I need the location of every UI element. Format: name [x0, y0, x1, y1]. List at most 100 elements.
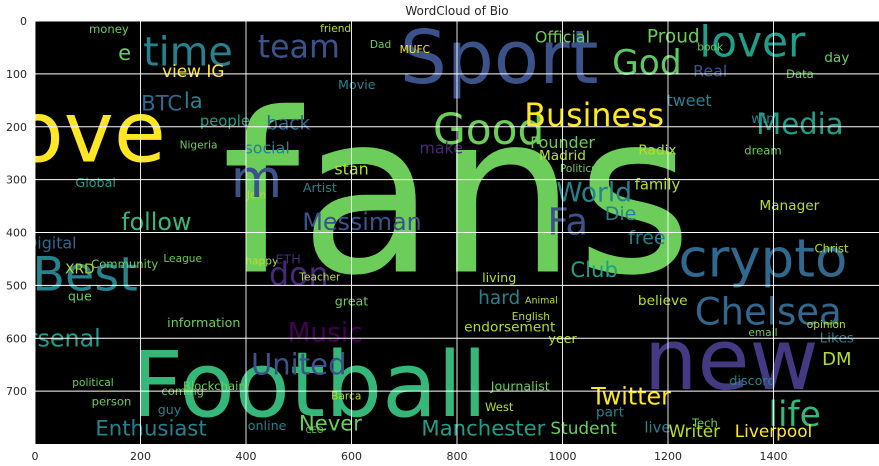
word-14: life: [768, 395, 820, 435]
word-77: online: [248, 418, 287, 433]
word-76: person: [92, 395, 132, 409]
word-57: tweet: [667, 91, 712, 110]
word-78: part: [596, 404, 625, 420]
y-tick-label-0: 0: [20, 15, 27, 28]
word-15: Media: [756, 107, 843, 141]
word-90: League: [163, 253, 202, 265]
word-100: e: [118, 40, 131, 65]
word-27: follow: [121, 208, 191, 236]
x-tick-label-0: 0: [32, 450, 39, 463]
word-62: Real: [693, 62, 727, 81]
x-tick-label-1: 200: [130, 450, 151, 463]
word-72: Movie: [338, 77, 376, 92]
word-37: social: [244, 138, 289, 157]
word-81: Teacher: [298, 271, 341, 283]
word-74: guy: [158, 402, 182, 417]
word-55: free: [628, 227, 665, 249]
word-56: believe: [638, 293, 688, 309]
word-103: Animal: [525, 296, 558, 307]
word-4: love: [0, 83, 166, 182]
word-67: Politics: [560, 163, 597, 175]
word-92: Barca: [331, 390, 361, 402]
word-5: crypto: [679, 228, 848, 289]
word-49: que: [68, 288, 92, 303]
word-46: Global: [75, 175, 115, 190]
word-21: Manchester: [421, 416, 545, 441]
word-69: friend: [320, 23, 351, 35]
word-41: hard: [478, 288, 520, 309]
word-98: Fa: [547, 200, 588, 243]
word-6: Best: [32, 247, 137, 302]
word-61: win: [751, 111, 775, 127]
word-2: Sport: [400, 15, 599, 101]
word-1: Football: [131, 334, 487, 438]
y-tick-label-3: 300: [6, 174, 27, 187]
word-96: book: [697, 41, 724, 53]
word-97: la: [184, 88, 203, 113]
y-tick-label-2: 200: [6, 121, 27, 134]
word-51: Blockchain: [183, 379, 246, 393]
word-12: God: [612, 43, 682, 83]
word-25: Writer: [669, 421, 721, 441]
word-19: United: [251, 348, 347, 382]
word-101: ETH: [276, 251, 301, 266]
x-tick-label-2: 400: [236, 450, 257, 463]
word-7: lover: [699, 18, 806, 67]
x-tick-label-7: 1400: [760, 450, 788, 463]
chart-title: WordCloud of Bio: [405, 4, 508, 18]
word-59: DM: [822, 349, 851, 370]
x-tick-label-3: 600: [341, 450, 362, 463]
word-17: Messiman: [302, 208, 421, 236]
word-16: World: [556, 177, 632, 208]
word-50: information: [167, 315, 240, 330]
word-63: Radix: [638, 143, 676, 159]
word-13: Chelsea: [695, 290, 842, 333]
word-64: Artist: [303, 180, 337, 195]
word-54: Club: [570, 257, 618, 282]
y-tick-label-1: 100: [6, 68, 27, 81]
word-79: live: [644, 420, 670, 437]
word-82: discord: [729, 373, 775, 388]
word-84: Christ: [815, 241, 849, 255]
y-axis-ticks: 0 100 200 300 400 500 600 700: [6, 15, 27, 398]
word-93: CEO: [306, 426, 324, 436]
word-48: XRD: [65, 262, 94, 278]
word-88: dream: [744, 144, 781, 158]
y-tick-label-7: 700: [6, 385, 27, 398]
word-80: political: [72, 377, 113, 389]
word-68: Nigeria: [180, 139, 218, 151]
word-71: money: [89, 22, 129, 36]
y-tick-label-6: 600: [6, 332, 27, 345]
word-70: Dad: [370, 39, 391, 51]
word-33: Proud: [647, 26, 700, 47]
word-53: endorsement: [464, 320, 556, 336]
word-40: make: [419, 138, 463, 157]
word-22: Enthusiast: [95, 416, 206, 441]
word-52: Journalist: [490, 378, 550, 393]
word-26: don: [269, 257, 329, 293]
word-11: team: [258, 29, 340, 65]
word-9: Business: [524, 98, 664, 134]
word-83: email: [748, 327, 777, 339]
word-18: Music: [288, 317, 363, 348]
word-87: day: [824, 50, 849, 66]
word-44: Student: [550, 418, 617, 438]
y-tick-label-5: 500: [6, 279, 27, 292]
word-45: people: [200, 113, 250, 130]
word-31: MUFC: [400, 44, 430, 56]
word-91: Community: [91, 257, 158, 271]
word-10: time: [143, 30, 233, 76]
word-29: BTC: [141, 90, 182, 115]
word-94: West: [485, 400, 514, 414]
word-38: back: [266, 114, 310, 135]
word-30: view IG: [162, 61, 224, 81]
word-47: Digital: [25, 234, 77, 253]
x-axis-ticks: 0 200 400 600 800 1000 1200 1400: [32, 450, 788, 463]
x-tick-label-4: 800: [447, 450, 468, 463]
y-tick-label-4: 400: [6, 227, 27, 240]
x-tick-label-6: 1200: [654, 450, 682, 463]
word-3: new: [644, 310, 819, 409]
word-8: Good: [433, 105, 544, 154]
word-43: Die: [605, 203, 637, 225]
